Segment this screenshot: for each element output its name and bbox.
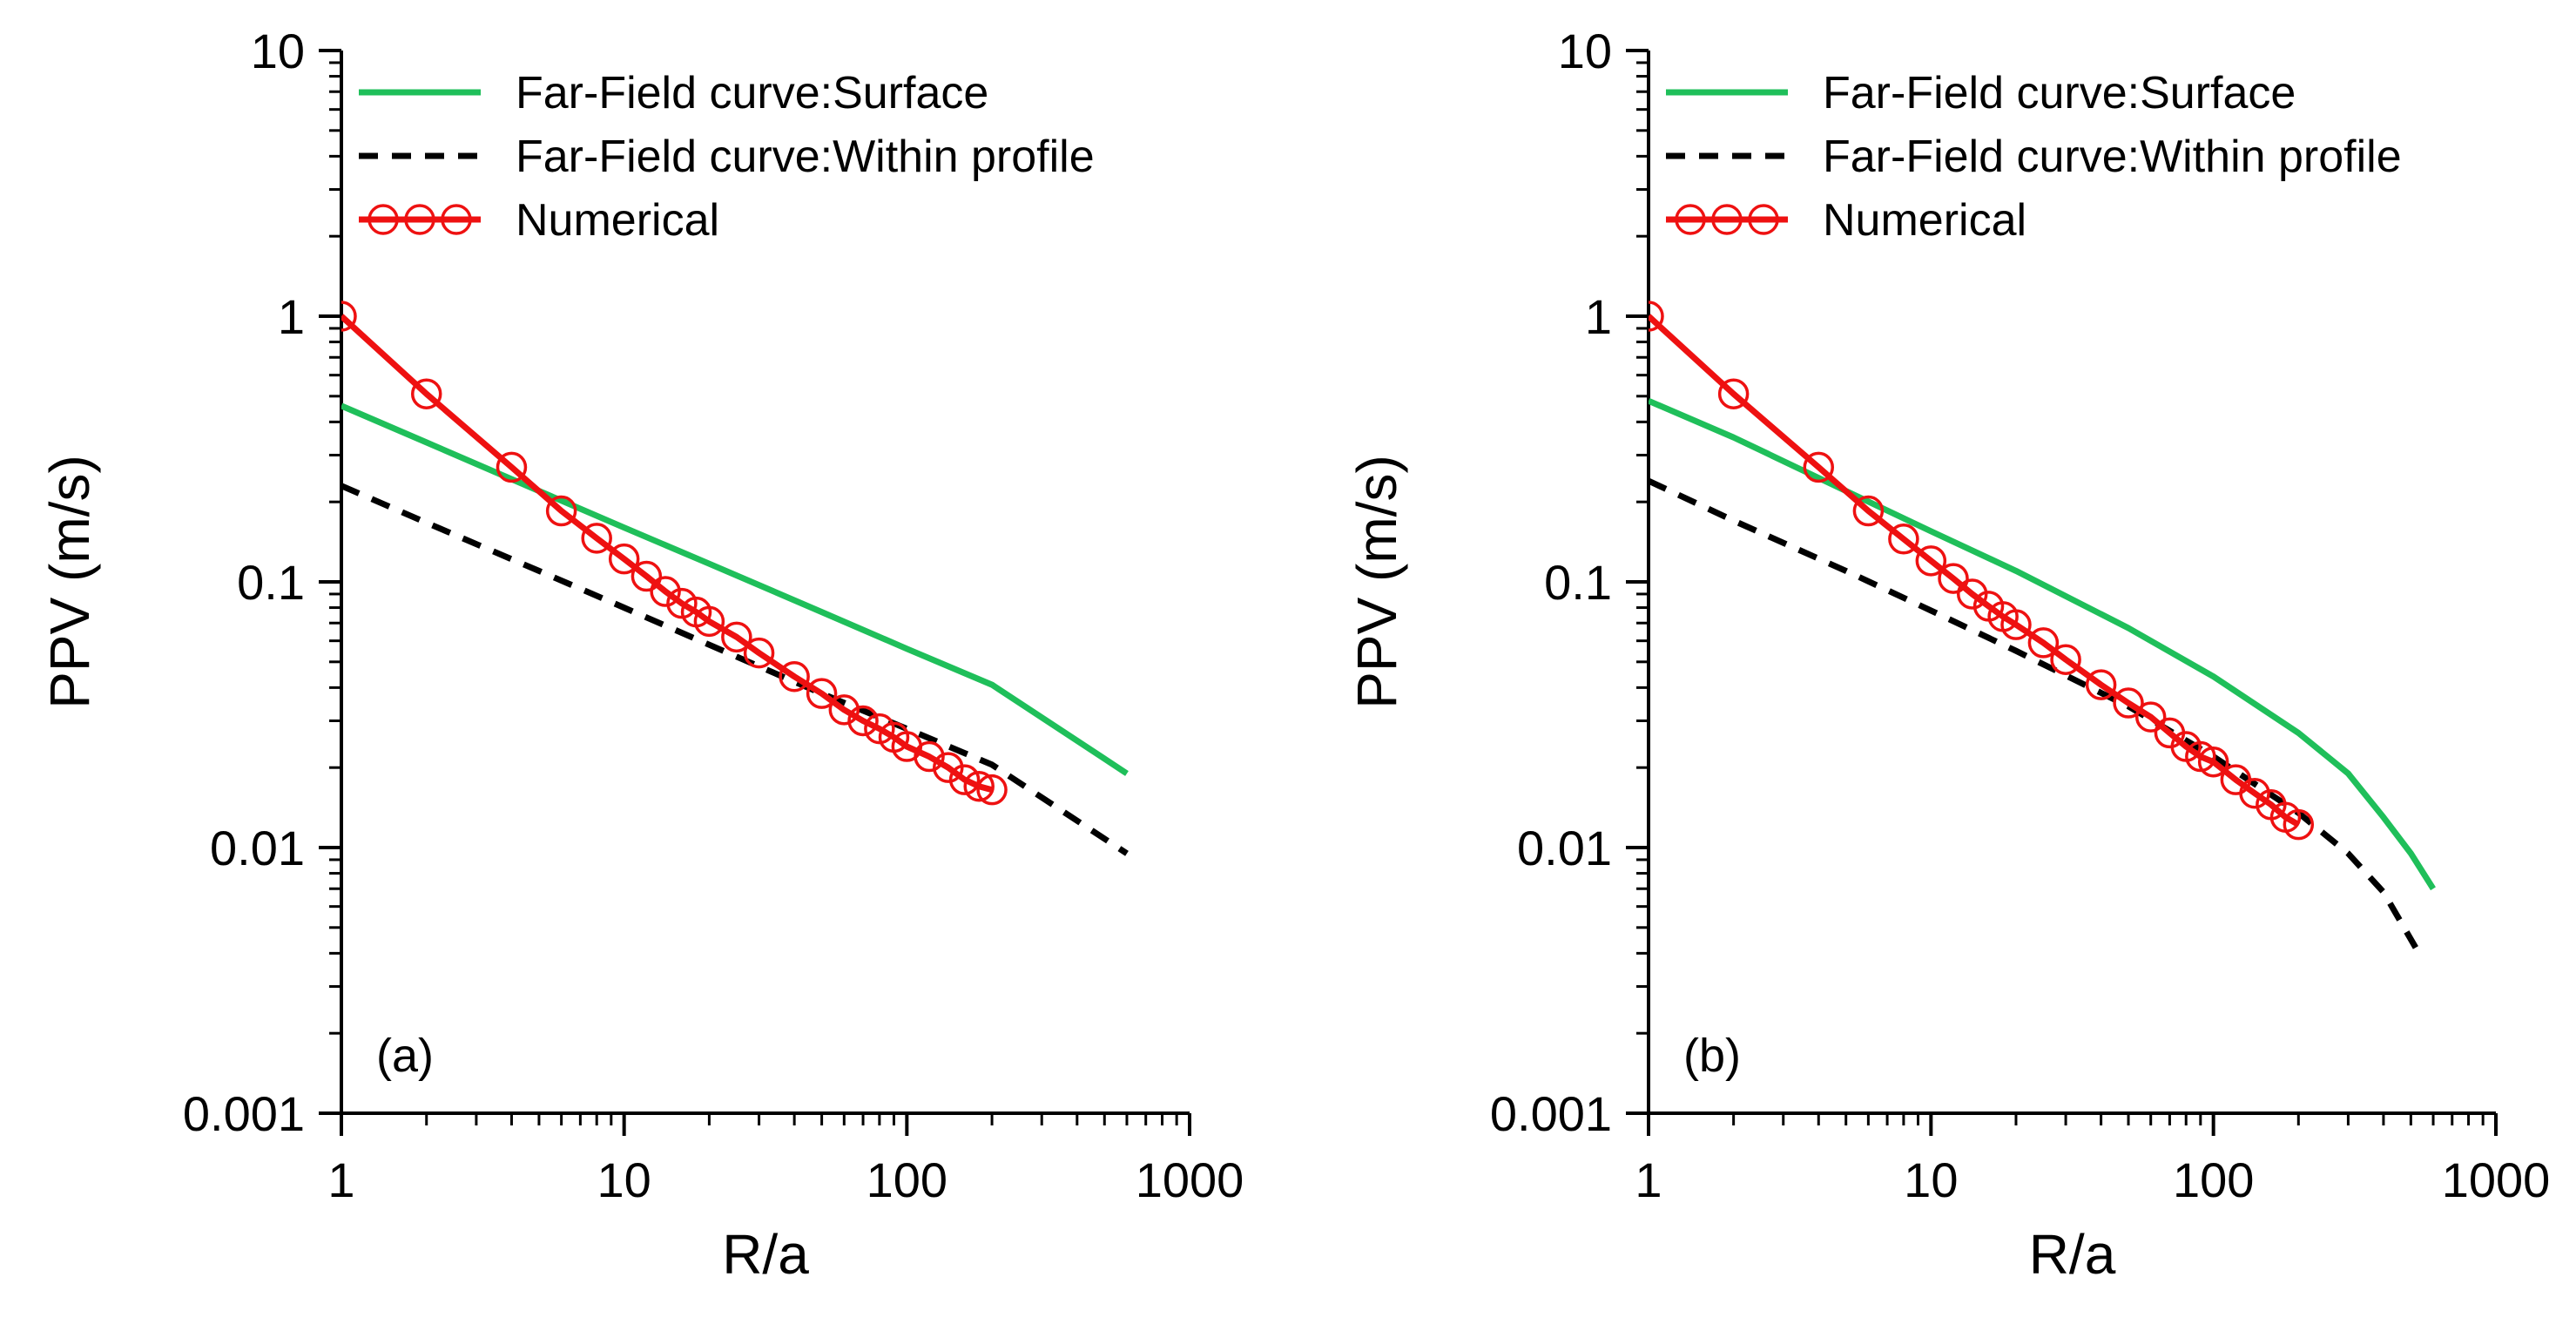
legend-marker [1748, 204, 1779, 235]
legend-marker [1711, 204, 1743, 235]
y-tick-label: 0.01 [210, 821, 305, 875]
series-within-profile-line [341, 483, 1129, 856]
y-tick-label: 0.1 [237, 555, 305, 610]
numerical-point [581, 523, 612, 554]
chart-panel-b: 1 10 100 1000 0.001 0.01 0.1 1 10 R/a PPV (m/s) Far… [1345, 24, 2550, 1286]
numerical-point [743, 637, 775, 669]
numerical-point [1915, 545, 1947, 577]
legend-label: Numerical [516, 195, 719, 246]
series-within-profile-line [1649, 477, 2418, 949]
numerical-point [976, 774, 1008, 806]
legend-label: Far-Field curve:Surface [516, 68, 988, 118]
numerical-point [496, 451, 528, 483]
legend-label: Far-Field curve:Surface [1823, 68, 2296, 118]
plot-area [341, 301, 1129, 856]
x-tick-label: 10 [1904, 1152, 1958, 1207]
x-tick-label: 1000 [1136, 1152, 1244, 1207]
legend-label: Numerical [1823, 195, 2026, 246]
numerical-point [806, 678, 838, 709]
x-tick-label: 10 [597, 1152, 651, 1207]
x-axis-title: R/a [2029, 1223, 2116, 1286]
legend: Far-Field curve:Surface Far-Field curve:W… [359, 68, 1095, 246]
x-tick-label: 100 [2173, 1152, 2254, 1207]
numerical-point [779, 660, 810, 693]
numerical-point [2239, 777, 2270, 809]
panel-label: (b) [1683, 1030, 1741, 1082]
series-numerical-line [341, 314, 994, 794]
y-tick-label: 10 [251, 24, 305, 78]
legend-marker [368, 204, 399, 235]
numerical-point [2000, 609, 2032, 640]
numerical-point [2085, 669, 2117, 700]
numerical-point [963, 770, 995, 802]
numerical-point [1956, 578, 1988, 610]
numerical-point [948, 764, 981, 795]
legend-label: Far-Field curve:Within profile [516, 132, 1095, 182]
legend-marker [1675, 204, 1706, 235]
numerical-point [608, 543, 640, 575]
y-axis-title: PPV (m/s) [1345, 455, 1408, 709]
series-surface-line [1649, 397, 2436, 891]
y-tick-label: 10 [1558, 24, 1612, 78]
legend-marker [441, 204, 472, 235]
numerical-point [2113, 687, 2144, 719]
y-tick-label: 0.001 [183, 1086, 305, 1141]
numerical-point [847, 705, 879, 737]
y-tick-label: 0.001 [1490, 1086, 1612, 1141]
legend-marker [404, 204, 435, 235]
numerical-point [341, 301, 357, 332]
legend-label: Far-Field curve:Within profile [1823, 132, 2402, 182]
numerical-point [1649, 301, 1664, 332]
numerical-point [2197, 746, 2229, 778]
numerical-point [1852, 495, 1885, 527]
series-numerical-line [1649, 314, 2301, 828]
y-axis-title: PPV (m/s) [38, 455, 101, 709]
series-surface-line [341, 402, 1129, 776]
y-tick-label: 0.01 [1517, 821, 1612, 875]
y-tick-label: 1 [278, 289, 305, 344]
numerical-point [2185, 740, 2216, 773]
numerical-point [545, 495, 577, 527]
numerical-point [828, 694, 860, 726]
numerical-point [721, 621, 752, 653]
numerical-point [1803, 451, 1835, 483]
x-tick-label: 1000 [2442, 1152, 2551, 1207]
panel-label: (a) [376, 1030, 434, 1082]
numerical-point [1717, 378, 1750, 409]
plot-area [1649, 301, 2436, 949]
x-tick-label: 100 [867, 1152, 947, 1207]
numerical-point [693, 605, 725, 638]
numerical-point [631, 560, 663, 592]
y-tick-label: 0.1 [1544, 555, 1612, 610]
numerical-point [410, 378, 442, 409]
numerical-point [933, 752, 964, 783]
numerical-point [2283, 808, 2315, 841]
numerical-point [650, 576, 681, 607]
x-tick-label: 1 [327, 1152, 354, 1207]
x-axis-title: R/a [722, 1223, 809, 1286]
numerical-point [2134, 701, 2167, 733]
legend: Far-Field curve:Surface Far-Field curve:W… [1666, 68, 2402, 246]
chart-panel-a: 1 10 100 1000 0.001 0.01 0.1 1 10 R/a PPV (m/s) Far… [38, 24, 1244, 1286]
y-tick-label: 1 [1585, 289, 1612, 344]
x-tick-label: 1 [1635, 1152, 1662, 1207]
numerical-point [914, 740, 945, 773]
numerical-point [1938, 563, 1969, 594]
numerical-point [2027, 627, 2060, 659]
numerical-point [2050, 644, 2081, 675]
numerical-point [1888, 524, 1919, 555]
